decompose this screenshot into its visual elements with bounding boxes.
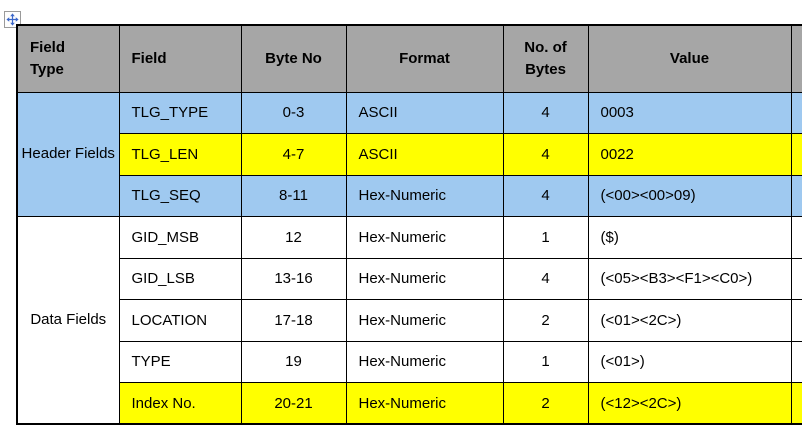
cell-field[interactable]: LOCATION [118,299,242,342]
cell-field[interactable]: GID_MSB [118,216,242,259]
cell-num-bytes[interactable]: 2 [502,299,589,342]
cell-format[interactable]: ASCII [345,91,504,134]
column-header-cutoff[interactable] [790,24,802,93]
cell-num-bytes[interactable]: 1 [502,340,589,383]
column-header-value-label: Value [669,50,710,68]
cell-cutoff[interactable] [790,299,802,342]
cell-value[interactable]: (<00><00>09) [587,174,792,217]
cell-field[interactable]: TLG_TYPE [118,91,242,134]
cell-value[interactable]: (<01><2C>) [587,299,792,342]
telegram-fields-table: Field Type Field Byte No Format No. of B… [16,24,802,425]
table-header-row: Field Type Field Byte No Format No. of B… [16,24,802,93]
cell-value[interactable]: ($) [587,216,792,259]
cell-value[interactable]: (<05><B3><F1><C0>) [587,257,792,300]
cell-num-bytes[interactable]: 4 [502,91,589,134]
cell-format[interactable]: Hex-Numeric [345,257,504,300]
cell-format[interactable]: Hex-Numeric [345,174,504,217]
cell-field[interactable]: GID_LSB [118,257,242,300]
cell-num-bytes[interactable]: 1 [502,216,589,259]
cell-byte-no[interactable]: 12 [240,216,347,259]
table-row: TLG_LEN 4-7 ASCII 4 0022 [17,133,802,176]
column-header-num-bytes-label: No. of Bytes [524,39,567,78]
cell-byte-no[interactable]: 20-21 [240,382,347,425]
cell-cutoff[interactable] [790,257,802,300]
cell-byte-no[interactable]: 13-16 [240,257,347,300]
table-row: Header Fields TLG_TYPE 0-3 ASCII 4 0003 [16,91,802,217]
column-header-field[interactable]: Field [118,24,242,93]
cell-byte-no[interactable]: 8-11 [240,174,347,217]
cell-cutoff[interactable] [790,174,802,217]
move-arrows-icon [6,13,19,26]
cell-format[interactable]: Hex-Numeric [345,382,504,425]
table-row: Index No. 20-21 Hex-Numeric 2 (<12><2C>) [17,382,802,425]
cell-field[interactable]: Index No. [118,382,242,425]
cell-format[interactable]: Hex-Numeric [345,216,504,259]
column-header-field-label: Field [131,50,167,68]
cell-num-bytes[interactable]: 4 [502,257,589,300]
column-header-field-type[interactable]: Field Type [16,24,120,93]
table-move-handle[interactable] [4,11,21,28]
table-row: LOCATION 17-18 Hex-Numeric 2 (<01><2C>) [17,299,802,342]
group-cell-header-fields[interactable]: Header Fields [16,91,120,217]
column-header-format-label: Format [399,50,450,68]
column-header-num-bytes[interactable]: No. of Bytes [502,24,589,93]
cell-cutoff[interactable] [790,91,802,134]
column-header-byte-no-label: Byte No [265,50,322,68]
column-header-byte-no[interactable]: Byte No [240,24,347,93]
cell-value[interactable]: (<01>) [587,340,792,383]
cell-num-bytes[interactable]: 2 [502,382,589,425]
cell-field[interactable]: TLG_LEN [118,133,242,176]
cell-format[interactable]: Hex-Numeric [345,299,504,342]
cell-field[interactable]: TYPE [118,340,242,383]
cell-byte-no[interactable]: 17-18 [240,299,347,342]
cell-value[interactable]: (<12><2C>) [587,382,792,425]
cell-num-bytes[interactable]: 4 [502,133,589,176]
group-cell-data-fields[interactable]: Data Fields [16,216,120,425]
cell-cutoff[interactable] [790,382,802,425]
cell-byte-no[interactable]: 19 [240,340,347,383]
column-header-field-type-label: Field Type [30,39,66,78]
cell-cutoff[interactable] [790,340,802,383]
table-row: Data Fields GID_MSB 12 Hex-Numeric 1 ($) [16,216,802,425]
table-row: GID_LSB 13-16 Hex-Numeric 4 (<05><B3><F1… [17,257,802,300]
column-header-format[interactable]: Format [345,24,504,93]
table-row: TYPE 19 Hex-Numeric 1 (<01>) [17,340,802,383]
cell-field[interactable]: TLG_SEQ [118,174,242,217]
cell-byte-no[interactable]: 0-3 [240,91,347,134]
cell-format[interactable]: Hex-Numeric [345,340,504,383]
column-header-value[interactable]: Value [587,24,792,93]
cell-cutoff[interactable] [790,133,802,176]
cell-value[interactable]: 0003 [587,91,792,134]
table-row: TLG_SEQ 8-11 Hex-Numeric 4 (<00><00>09) [17,174,802,217]
cell-value[interactable]: 0022 [587,133,792,176]
cell-byte-no[interactable]: 4-7 [240,133,347,176]
cell-format[interactable]: ASCII [345,133,504,176]
cell-cutoff[interactable] [790,216,802,259]
cell-num-bytes[interactable]: 4 [502,174,589,217]
